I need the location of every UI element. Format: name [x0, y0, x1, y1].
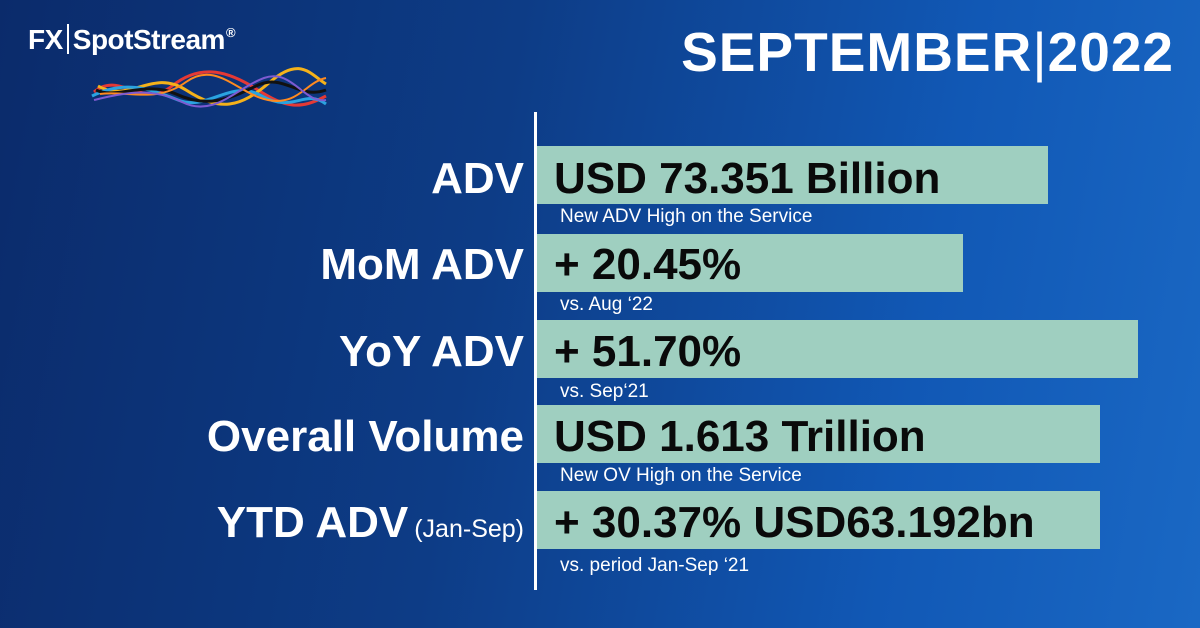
report-year: 2022 — [1047, 21, 1174, 83]
logo-fx: FX — [28, 24, 63, 55]
note-overall-volume: New OV High on the Service — [560, 465, 802, 486]
logo-spotstream: SpotStream — [72, 24, 226, 55]
row-label-text: YTD ADV — [216, 498, 409, 547]
value-ytd-adv: + 30.37% USD63.192bn — [554, 498, 1035, 547]
logo-separator — [66, 24, 69, 54]
bar-adv — [537, 146, 1048, 204]
row-label-adv: ADV — [431, 157, 524, 201]
note-adv: New ADV High on the Service — [560, 206, 813, 227]
row-label-yoy-adv: YoY ADV — [339, 330, 524, 374]
vertical-divider — [534, 112, 537, 590]
logo-wordmark: FX SpotStream® — [28, 24, 236, 56]
row-label-period: (Jan-Sep) — [414, 515, 524, 543]
note-yoy-adv: vs. Sep‘21 — [560, 381, 649, 402]
value-yoy-adv: + 51.70% — [554, 327, 742, 376]
row-label-ytd-adv: YTD ADV (Jan-Sep) — [217, 501, 524, 545]
registered-mark: ® — [225, 25, 236, 40]
row-label-text: YoY ADV — [338, 327, 524, 376]
title-separator: | — [1032, 21, 1048, 83]
bar-yoy-adv — [537, 320, 1138, 378]
fxspotstream-logo: FX SpotStream® — [28, 24, 328, 124]
note-ytd-adv: vs. period Jan-Sep ‘21 — [560, 555, 750, 576]
value-mom-adv: + 20.45% — [554, 240, 742, 289]
report-period-title: SEPTEMBER|2022 — [681, 20, 1174, 84]
row-label-mom-adv: MoM ADV — [320, 243, 524, 287]
report-month: SEPTEMBER — [681, 21, 1033, 83]
bar-ytd-adv — [537, 491, 1100, 549]
value-overall-volume: USD 1.613 Trillion — [554, 412, 926, 461]
row-label-overall-volume: Overall Volume — [207, 415, 524, 459]
bar-overall-volume — [537, 405, 1100, 463]
logo-waves-icon — [91, 67, 327, 108]
row-label-text: ADV — [431, 154, 524, 203]
bar-mom-adv — [537, 234, 963, 292]
value-adv: USD 73.351 Billion — [554, 154, 941, 203]
row-label-text: Overall Volume — [206, 412, 524, 461]
note-mom-adv: vs. Aug ‘22 — [560, 294, 653, 315]
row-label-text: MoM ADV — [320, 240, 524, 289]
